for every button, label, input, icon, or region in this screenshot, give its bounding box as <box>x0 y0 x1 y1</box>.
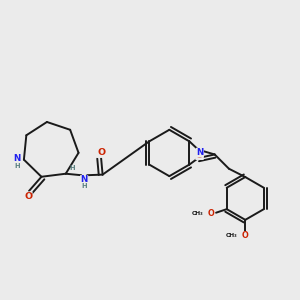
Text: N: N <box>196 148 203 157</box>
Text: H: H <box>81 184 87 190</box>
Text: N: N <box>81 176 88 184</box>
Text: H: H <box>14 163 20 169</box>
Text: CH₃: CH₃ <box>226 233 238 238</box>
Text: O: O <box>24 192 32 201</box>
Text: CH₃: CH₃ <box>192 211 204 216</box>
Text: O: O <box>208 209 215 218</box>
Text: N: N <box>14 154 21 163</box>
Text: O: O <box>97 148 105 158</box>
Text: H: H <box>70 165 75 171</box>
Text: O: O <box>242 231 248 240</box>
Text: O: O <box>196 151 203 160</box>
